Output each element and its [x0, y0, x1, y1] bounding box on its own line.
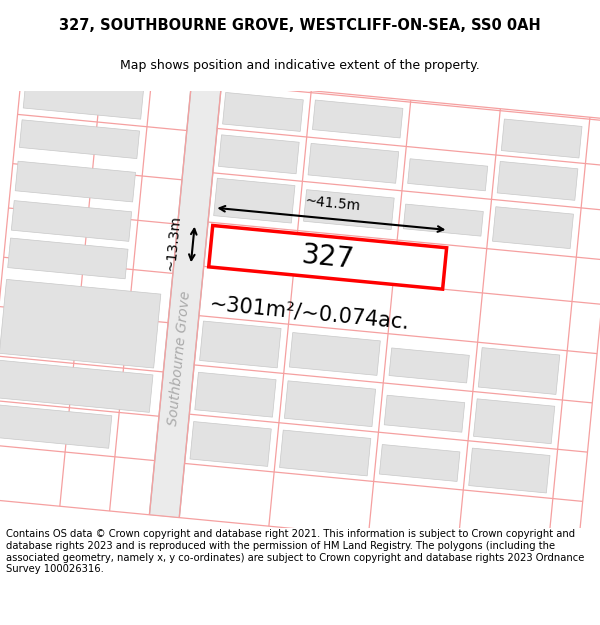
Polygon shape [469, 448, 550, 493]
Polygon shape [497, 161, 578, 201]
Polygon shape [11, 201, 131, 241]
Polygon shape [223, 92, 304, 131]
Polygon shape [284, 381, 376, 427]
Polygon shape [478, 348, 560, 394]
Polygon shape [473, 399, 555, 444]
Polygon shape [280, 430, 371, 476]
Polygon shape [308, 143, 399, 183]
Polygon shape [384, 395, 465, 432]
Polygon shape [23, 76, 144, 119]
Polygon shape [190, 421, 271, 466]
Polygon shape [0, 279, 161, 368]
Polygon shape [0, 404, 112, 448]
Polygon shape [403, 204, 484, 236]
Polygon shape [200, 321, 281, 368]
Polygon shape [8, 238, 128, 279]
Text: Southbourne Grove: Southbourne Grove [166, 291, 193, 427]
Text: ~41.5m: ~41.5m [304, 194, 361, 214]
Text: 327: 327 [300, 241, 355, 274]
Polygon shape [502, 119, 582, 158]
Polygon shape [289, 332, 380, 376]
Polygon shape [15, 161, 136, 202]
Polygon shape [407, 159, 488, 191]
Polygon shape [389, 348, 469, 383]
Polygon shape [304, 189, 394, 229]
Polygon shape [209, 226, 446, 289]
Polygon shape [379, 444, 460, 481]
Text: ~301m²/~0.074ac.: ~301m²/~0.074ac. [209, 294, 410, 333]
Polygon shape [493, 207, 574, 249]
Text: 327, SOUTHBOURNE GROVE, WESTCLIFF-ON-SEA, SS0 0AH: 327, SOUTHBOURNE GROVE, WESTCLIFF-ON-SEA… [59, 18, 541, 33]
Polygon shape [19, 120, 140, 159]
Polygon shape [149, 79, 221, 518]
Polygon shape [214, 178, 295, 223]
Text: Contains OS data © Crown copyright and database right 2021. This information is : Contains OS data © Crown copyright and d… [6, 529, 584, 574]
Polygon shape [218, 135, 299, 174]
Text: ~13.3m: ~13.3m [163, 214, 182, 271]
Polygon shape [313, 100, 403, 138]
Text: Map shows position and indicative extent of the property.: Map shows position and indicative extent… [120, 59, 480, 72]
Polygon shape [0, 360, 153, 413]
Polygon shape [195, 372, 276, 417]
